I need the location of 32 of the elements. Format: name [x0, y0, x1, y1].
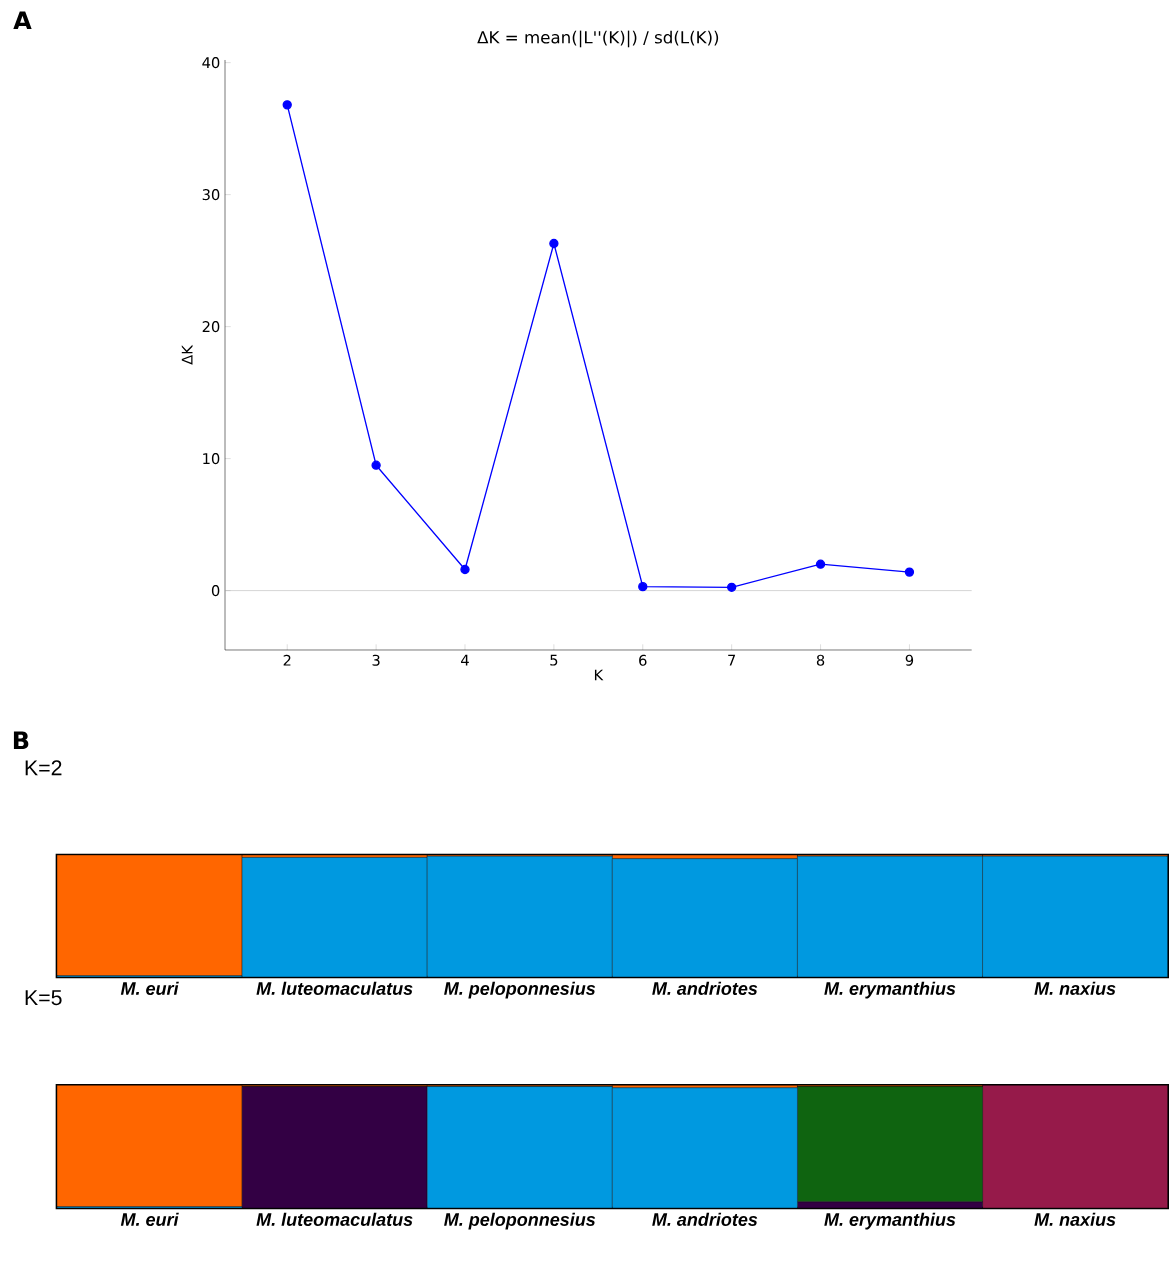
x-tick-label: M. erymanthius: [824, 1212, 956, 1230]
y-tick-label: 40: [202, 57, 220, 69]
x-tick-label: M. peloponnesius: [444, 981, 596, 999]
chart-title: K=2: [25, 760, 62, 776]
y-axis-title: ΔK: [181, 344, 193, 365]
x-tick-label: M. naxius: [1034, 1212, 1116, 1226]
x-tick-label: M. andriotes: [652, 981, 758, 995]
x-tick-label: 3: [372, 654, 380, 666]
chart-title: ΔK = mean(|L''(K)|) / sd(L(K)): [477, 30, 719, 48]
y-tick-label: 10: [203, 453, 220, 465]
x-tick-label: 8: [816, 654, 825, 666]
x-tick-label: 9: [905, 654, 914, 666]
chart-title: K=5: [25, 990, 62, 1006]
x-tick-label: M. euri: [120, 1212, 179, 1226]
y-tick-label: 0: [211, 585, 220, 597]
x-tick-label: 7: [728, 654, 736, 666]
x-tick-label: 4: [461, 654, 469, 666]
y-tick-label: 20: [202, 321, 220, 333]
x-tick-label: M. euri: [120, 981, 179, 995]
x-tick-label: M. erymanthius: [824, 981, 956, 999]
y-tick-label: 30: [202, 189, 220, 201]
x-tick-label: M. luteomaculatus: [256, 981, 413, 995]
x-tick-label: M. peloponnesius: [444, 1212, 596, 1230]
x-tick-label: M. luteomaculatus: [256, 1212, 413, 1226]
x-tick-label: M. naxius: [1034, 981, 1116, 995]
x-tick-label: 6: [639, 654, 647, 666]
x-tick-label: 2: [283, 654, 291, 666]
text: A: [13, 11, 32, 30]
x-axis-title: K: [594, 669, 604, 681]
x-tick-label: 5: [550, 654, 558, 666]
x-tick-label: M. andriotes: [652, 1212, 758, 1226]
text: B: [13, 731, 29, 750]
